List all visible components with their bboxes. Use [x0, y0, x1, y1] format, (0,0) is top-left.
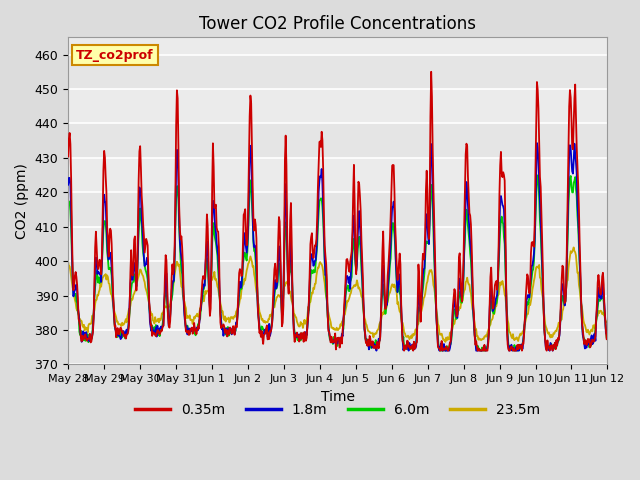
0.35m [404, 338, 412, 344]
1.8m [372, 348, 380, 354]
0.35m [401, 348, 408, 354]
Text: TZ_co2prof: TZ_co2prof [76, 48, 154, 61]
Line: 6.0m: 6.0m [68, 175, 607, 351]
1.8m [604, 335, 611, 341]
1.8m [129, 269, 137, 275]
Y-axis label: CO2 (ppm): CO2 (ppm) [15, 163, 29, 239]
0.35m [74, 297, 82, 303]
Title: Tower CO2 Profile Concentrations: Tower CO2 Profile Concentrations [199, 15, 476, 33]
23.5m [74, 307, 82, 312]
23.5m [213, 279, 221, 285]
1.8m [213, 240, 221, 246]
6.0m [74, 309, 82, 315]
23.5m [570, 244, 577, 250]
6.0m [403, 346, 411, 352]
0.35m [213, 225, 221, 230]
Line: 0.35m: 0.35m [68, 72, 607, 351]
23.5m [129, 292, 137, 298]
6.0m [534, 172, 541, 178]
Bar [68, 261, 607, 296]
23.5m [604, 320, 611, 325]
0.35m [64, 154, 72, 159]
1.8m [184, 328, 192, 334]
0.35m [184, 328, 192, 334]
23.5m [64, 259, 72, 264]
X-axis label: Time: Time [321, 390, 355, 404]
Bar [68, 123, 607, 158]
0.35m [604, 333, 611, 339]
Legend: 0.35m, 1.8m, 6.0m, 23.5m: 0.35m, 1.8m, 6.0m, 23.5m [130, 398, 546, 423]
0.35m [420, 256, 428, 262]
6.0m [604, 332, 611, 338]
1.8m [74, 304, 82, 310]
1.8m [404, 345, 412, 351]
Line: 23.5m: 23.5m [68, 247, 607, 342]
6.0m [129, 279, 137, 285]
1.8m [420, 266, 428, 272]
1.8m [533, 140, 541, 146]
23.5m [403, 334, 411, 340]
0.35m [428, 69, 435, 75]
6.0m [184, 327, 192, 333]
Bar [68, 192, 607, 227]
23.5m [184, 315, 192, 321]
23.5m [442, 339, 449, 345]
6.0m [436, 348, 444, 354]
23.5m [419, 301, 427, 307]
Bar [68, 55, 607, 89]
1.8m [64, 182, 72, 188]
6.0m [64, 198, 72, 204]
Line: 1.8m: 1.8m [68, 143, 607, 351]
0.35m [129, 260, 137, 265]
6.0m [419, 286, 427, 291]
6.0m [213, 246, 221, 252]
Bar [68, 330, 607, 364]
